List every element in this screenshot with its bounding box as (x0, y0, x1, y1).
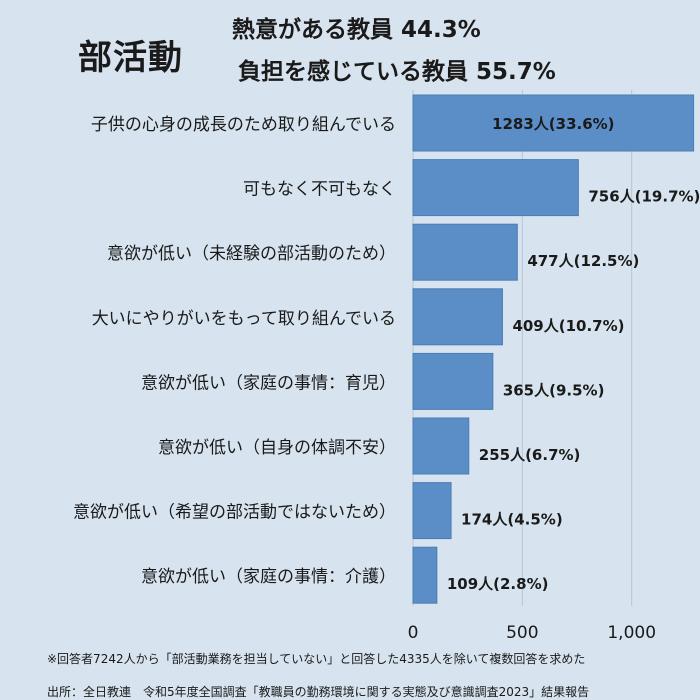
category-label-0: 子供の心身の成長のため取り組んでいる (91, 115, 396, 135)
category-label-3: 大いにやりがいをもって取り組んでいる (92, 309, 396, 329)
bar-5 (412, 417, 470, 475)
bar-4 (412, 352, 494, 410)
data-label-1: 756人(19.7%) (588, 188, 700, 206)
source-citation: 出所：全日教連 令和5年度全国調査「教職員の勤務環境に関する実態及び意識調査20… (47, 685, 590, 699)
bar-6 (412, 482, 452, 540)
chart-title: 部活動 (78, 38, 183, 78)
x-tick-label-2: 1,000 (607, 623, 656, 643)
data-label-0: 1283人(33.6%) (492, 115, 615, 133)
data-label-3: 409人(10.7%) (512, 317, 624, 335)
bar-1 (412, 159, 579, 217)
bar-3 (412, 288, 503, 346)
footnote: ※回答者7242人から「部活動業務を担当していない」と回答した4335人を除いて… (47, 652, 586, 666)
category-label-6: 意欲が低い（希望の部活動ではないため） (73, 503, 396, 523)
bar-7 (412, 546, 438, 604)
bar-2 (412, 223, 518, 281)
subtitle-burdened: 負担を感じている教員 55.7% (238, 59, 556, 85)
subtitle-enthusiastic: 熱意がある教員 44.3% (232, 17, 481, 43)
data-label-4: 365人(9.5%) (503, 381, 605, 399)
category-label-1: 可もなく不可もなく (243, 180, 396, 200)
x-tick-label-0: 0 (408, 623, 419, 643)
data-label-2: 477人(12.5%) (527, 252, 639, 270)
data-label-7: 109人(2.8%) (447, 575, 549, 593)
x-tick-label-1: 500 (506, 623, 538, 643)
bar-0 (412, 94, 695, 152)
data-label-6: 174人(4.5%) (461, 511, 563, 529)
category-label-5: 意欲が低い（自身の体調不安） (158, 438, 396, 458)
category-label-2: 意欲が低い（未経験の部活動のため） (107, 244, 396, 264)
category-label-7: 意欲が低い（家庭の事情：介護） (141, 567, 396, 587)
data-label-5: 255人(6.7%) (479, 446, 581, 464)
category-label-4: 意欲が低い（家庭の事情：育児） (141, 373, 396, 393)
